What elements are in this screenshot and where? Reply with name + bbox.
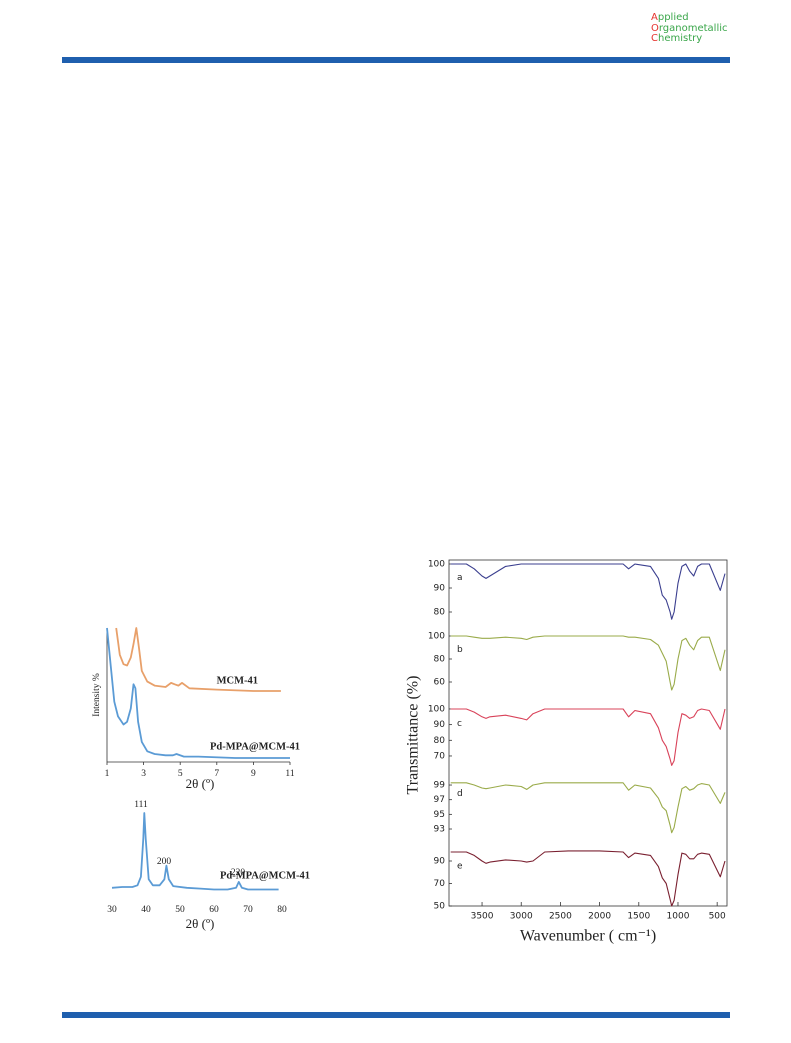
panel-label: c xyxy=(457,719,462,729)
peak-label: 111 xyxy=(134,800,148,810)
x-tick-label: 3 xyxy=(141,769,146,779)
bottom-rule xyxy=(62,1012,730,1018)
logo-line: Applied xyxy=(651,12,689,23)
spectrum xyxy=(450,635,726,691)
peak-label: 220 xyxy=(231,868,246,878)
y-tick-label: 100 xyxy=(428,704,445,714)
y-tick-label: 70 xyxy=(434,751,446,761)
x-tick-label: 3500 xyxy=(471,912,494,922)
panel-label: d xyxy=(457,789,463,799)
x-tick-label: 5 xyxy=(178,769,183,779)
x-tick-label: 9 xyxy=(251,769,256,779)
x-tick-label: 2500 xyxy=(549,912,572,922)
series-label: Pd-MPA@MCM-41 xyxy=(220,870,310,881)
x-tick-label: 7 xyxy=(214,769,219,779)
x-tick-label: 11 xyxy=(285,769,294,779)
data-line xyxy=(115,627,281,692)
x-tick-label: 60 xyxy=(209,905,219,915)
x-axis-title: Wavenumber ( cm⁻¹) xyxy=(520,928,656,945)
series-label: MCM-41 xyxy=(217,675,258,686)
y-tick-label: 100 xyxy=(428,632,445,642)
x-tick-label: 70 xyxy=(243,905,253,915)
peak-label: 200 xyxy=(157,857,172,867)
logo-line: Organometallic xyxy=(651,22,728,34)
x-tick-label: 30 xyxy=(107,905,117,915)
x-tick-label: 50 xyxy=(175,905,185,915)
y-tick-label: 80 xyxy=(434,655,446,665)
panel-label: e xyxy=(457,861,463,871)
y-tick-label: 90 xyxy=(434,857,446,867)
y-tick-label: 90 xyxy=(434,584,446,594)
spectrum xyxy=(450,708,726,766)
top-rule xyxy=(62,57,730,63)
data-line xyxy=(106,627,290,759)
x-tick-label: 3000 xyxy=(510,912,533,922)
x-tick-label: 1500 xyxy=(627,912,650,922)
series-label: Pd-MPA@MCM-41 xyxy=(210,741,300,752)
x-tick-label: 500 xyxy=(709,912,726,922)
x-axis-title: 2θ (º) xyxy=(186,776,215,791)
plot-frame xyxy=(448,559,728,907)
x-tick-label: 2000 xyxy=(588,912,611,922)
spectrum xyxy=(450,563,726,620)
y-tick-label: 80 xyxy=(434,608,446,618)
panel-label: b xyxy=(457,645,463,655)
data-line xyxy=(111,812,279,891)
y-tick-label: 99 xyxy=(434,781,446,791)
y-tick-label: 60 xyxy=(434,678,446,688)
x-tick-label: 1000 xyxy=(667,912,690,922)
panel-label: a xyxy=(457,573,463,583)
spectrum xyxy=(450,850,726,907)
y-tick-label: 100 xyxy=(428,560,445,570)
x-tick-label: 40 xyxy=(141,905,151,915)
y-tick-label: 97 xyxy=(434,795,445,805)
x-tick-label: 80 xyxy=(277,905,287,915)
x-tick-label: 1 xyxy=(105,769,110,779)
y-tick-label: 70 xyxy=(434,879,446,889)
y-tick-label: 93 xyxy=(434,825,445,835)
y-tick-label: 95 xyxy=(434,810,445,820)
logo-line: Chemistry xyxy=(651,33,703,44)
y-tick-label: 50 xyxy=(434,902,446,912)
x-axis-title: 2θ (º) xyxy=(186,916,215,931)
journal-logo: Applied Organometallic Chemistry xyxy=(651,12,728,45)
y-axis-title: Transmittance (%) xyxy=(405,676,422,795)
spectrum xyxy=(450,782,726,834)
y-tick-label: 90 xyxy=(434,720,446,730)
y-axis-title: Intensity % xyxy=(92,673,102,717)
y-tick-label: 80 xyxy=(434,736,446,746)
